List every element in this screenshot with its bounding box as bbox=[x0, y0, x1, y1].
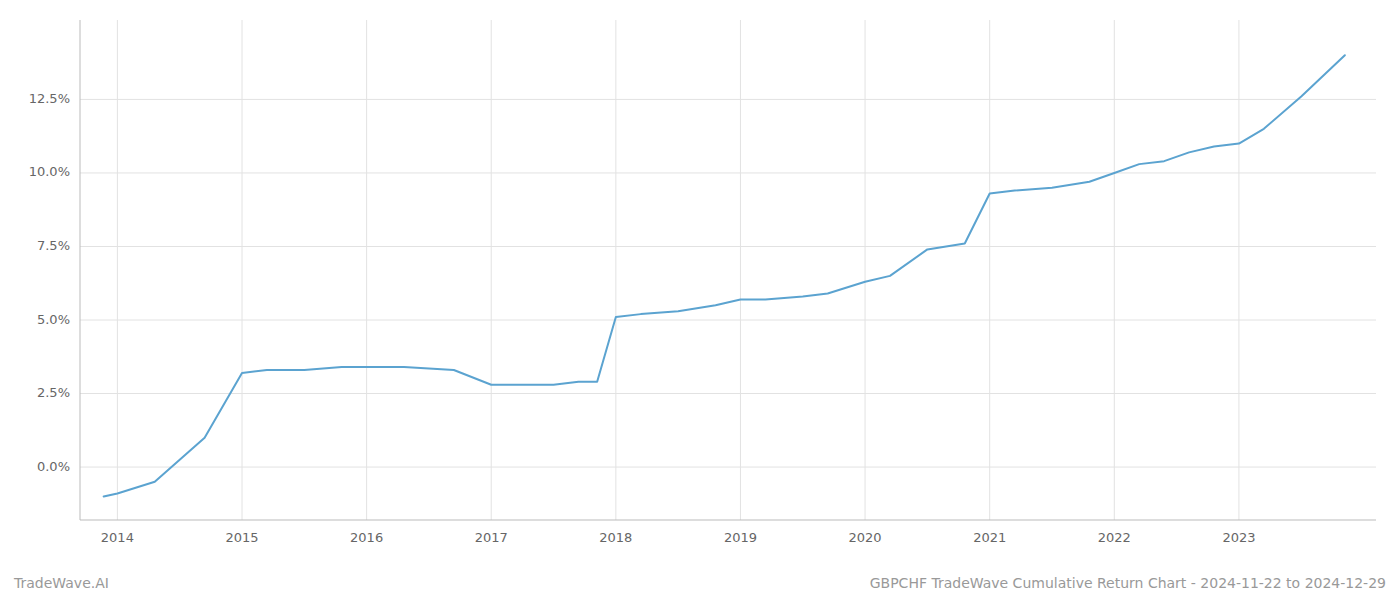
grid-line-x bbox=[491, 20, 492, 520]
y-tick-label: 7.5% bbox=[37, 238, 70, 253]
x-tick-label: 2022 bbox=[1098, 530, 1131, 545]
x-tick-label: 2018 bbox=[599, 530, 632, 545]
grid-line-x bbox=[740, 20, 741, 520]
grid-line-x bbox=[865, 20, 866, 520]
grid-line-x bbox=[989, 20, 990, 520]
x-axis-line bbox=[80, 520, 1376, 521]
grid-line-x bbox=[615, 20, 616, 520]
x-tick-label: 2016 bbox=[350, 530, 383, 545]
grid-line-y bbox=[80, 393, 1376, 394]
grid-line-y bbox=[80, 99, 1376, 100]
x-tick-label: 2020 bbox=[849, 530, 882, 545]
x-tick-label: 2015 bbox=[225, 530, 258, 545]
chart-container: 0.0% 2.5% 5.0% 7.5% 10.0% 12.5% 2014 2015 2016 20… bbox=[0, 0, 1400, 600]
x-tick-label: 2021 bbox=[973, 530, 1006, 545]
plot-area bbox=[104, 55, 1345, 496]
grid-line-y bbox=[80, 172, 1376, 173]
axes: 0.0% 2.5% 5.0% 7.5% 10.0% 12.5% 2014 2015 2016 20… bbox=[29, 20, 1376, 545]
y-axis-line bbox=[80, 20, 81, 520]
chart-svg: 0.0% 2.5% 5.0% 7.5% 10.0% 12.5% 2014 2015 2016 20… bbox=[0, 0, 1400, 600]
y-tick-label: 0.0% bbox=[37, 459, 70, 474]
y-tick-label: 10.0% bbox=[29, 164, 70, 179]
grid-line-x bbox=[117, 20, 118, 520]
x-tick-label: 2017 bbox=[475, 530, 508, 545]
x-tick-label: 2019 bbox=[724, 530, 757, 545]
grid bbox=[80, 20, 1376, 520]
footer-left: TradeWave.AI bbox=[13, 575, 109, 591]
x-tick-label: 2023 bbox=[1222, 530, 1255, 545]
grid-line-y bbox=[80, 246, 1376, 247]
y-tick-label: 2.5% bbox=[37, 385, 70, 400]
y-tick-label: 12.5% bbox=[29, 91, 70, 106]
footer-right: GBPCHF TradeWave Cumulative Return Chart… bbox=[870, 575, 1386, 591]
grid-line-x bbox=[1238, 20, 1239, 520]
grid-line-x bbox=[366, 20, 367, 520]
y-tick-label: 5.0% bbox=[37, 312, 70, 327]
grid-line-y bbox=[80, 467, 1376, 468]
grid-line-y bbox=[80, 320, 1376, 321]
grid-line-x bbox=[1114, 20, 1115, 520]
x-tick-label: 2014 bbox=[101, 530, 134, 545]
grid-line-x bbox=[242, 20, 243, 520]
data-line bbox=[104, 55, 1345, 496]
